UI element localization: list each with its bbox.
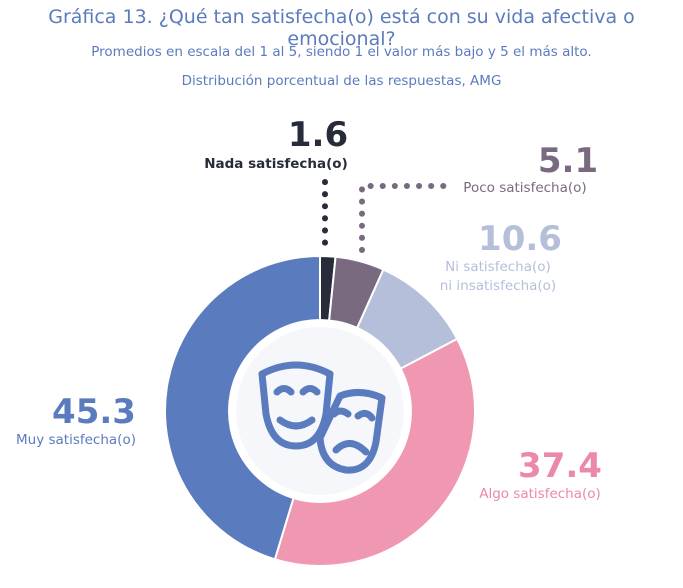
category-label-algo: Algo satisfecha(o) (479, 486, 601, 502)
leader-poco (359, 183, 451, 253)
theater-masks-icon (258, 361, 386, 474)
category-label-ni-line2: ni insatisfecha(o) (440, 278, 556, 294)
value-label-nada: 1.6 (288, 115, 348, 155)
category-label-poco: Poco satisfecha(o) (463, 180, 586, 196)
value-label-poco: 5.1 (538, 141, 598, 181)
value-label-muy: 45.3 (52, 392, 136, 432)
leader-lines (322, 179, 451, 253)
category-label-nada: Nada satisfecha(o) (204, 156, 348, 172)
chart-title: Gráfica 13. ¿Qué tan satisfecha(o) está … (48, 6, 635, 50)
category-label-muy: Muy satisfecha(o) (16, 432, 136, 448)
chart-subtitle-scale: Promedios en escala del 1 al 5, siendo 1… (91, 44, 592, 60)
value-label-ni: 10.6 (478, 219, 562, 259)
chart-subtitle-distribution: Distribución porcentual de las respuesta… (181, 73, 502, 89)
value-label-algo: 37.4 (518, 446, 602, 486)
category-label-ni-line1: Ni satisfecha(o) (445, 259, 551, 275)
